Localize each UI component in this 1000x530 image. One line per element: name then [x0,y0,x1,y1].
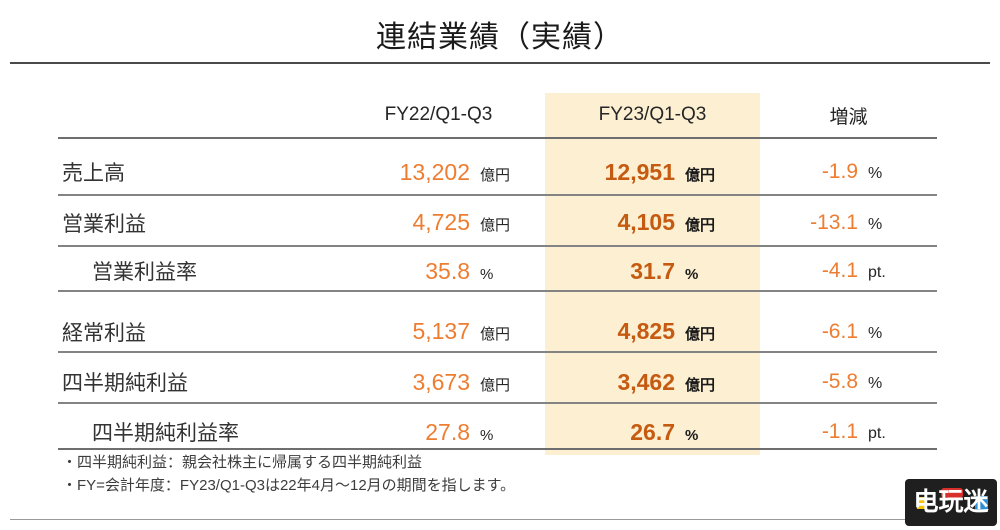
change-value: -1.9 [821,160,858,183]
change-unit: % [868,165,883,182]
fy22-cell: 27.8 % [360,419,545,446]
change-unit: pt. [868,264,886,281]
fy23-value: 4,825 [617,318,675,344]
fy23-cell: 12,951 億円 [545,159,760,186]
fy23-highlight-column [545,93,760,455]
fy22-cell: 3,673 億円 [360,369,545,396]
change-cell: -1.1 pt. [760,420,937,444]
row-label: 営業利益 [62,212,146,236]
table-body: 売上高 13,202 億円 12,951 億円 -1.9 % 営業利益 4,72… [58,139,937,450]
fy23-cell: 4,825 億円 [545,318,760,345]
table-row: 四半期純利益 3,673 億円 3,462 億円 -5.8 % [58,353,937,404]
table-row: 営業利益 4,725 億円 4,105 億円 -13.1 % [58,196,937,247]
change-unit: pt. [868,425,886,442]
page-title: 連結業績（実績） [376,21,624,54]
fy22-value: 13,202 [399,158,470,185]
fy23-value: 26.7 [630,418,675,445]
change-unit: % [868,215,883,233]
change-value: -6.1 [821,319,858,343]
fy22-value: 4,725 [412,209,470,235]
fy23-value: 3,462 [617,368,675,395]
change-cell: -6.1 % [760,320,937,344]
watermark-blue-accent [975,496,988,510]
title-divider [10,62,990,64]
watermark-red-accent [941,488,963,498]
fy23-cell: 3,462 億円 [545,369,760,396]
fy22-cell: 5,137 億円 [360,318,545,345]
fy22-unit: % [480,265,494,283]
change-cell: -1.9 % [760,160,937,184]
fy22-value: 27.8 [425,418,470,445]
fy23-unit: 億円 [685,326,716,343]
row-label: 営業利益率 [92,261,197,284]
fy22-unit: 億円 [480,166,511,184]
fy23-cell: 26.7 % [545,419,760,446]
bottom-divider [10,519,990,520]
table-header-row: FY22/Q1-Q3 FY23/Q1-Q3 増減 [58,93,937,139]
header-fy23: FY23/Q1-Q3 [598,104,707,125]
row-label: 経常利益 [62,321,146,345]
fy22-unit: 億円 [480,217,511,234]
fy23-cell: 4,105 億円 [545,209,760,236]
fy22-value: 3,673 [412,368,470,395]
watermark-char: 迷 [963,488,989,516]
change-value: -4.1 [821,259,858,282]
table-row: 経常利益 5,137 億円 4,825 億円 -6.1 % [58,292,937,353]
fy23-cell: 31.7 % [545,258,760,285]
change-unit: % [868,324,883,342]
watermark-char: 玩 [938,488,964,516]
header-change: 増減 [829,106,868,128]
header-fy22: FY22/Q1-Q3 [384,104,493,125]
fy22-unit: 億円 [480,376,511,394]
fy23-unit: % [685,265,699,283]
fy22-cell: 4,725 億円 [360,209,545,236]
table-row: 営業利益率 35.8 % 31.7 % -4.1 pt. [58,247,937,292]
row-label: 売上高 [62,162,125,185]
row-label: 四半期純利益 [62,372,188,395]
table-row: 四半期純利益率 27.8 % 26.7 % -1.1 pt. [58,404,937,450]
fy23-unit: % [685,426,699,444]
change-value: -13.1 [810,210,858,234]
fy22-unit: % [480,426,494,444]
change-unit: % [868,375,883,392]
fy23-value: 4,105 [617,209,675,235]
change-cell: -4.1 pt. [760,259,937,283]
footnote-line: ・四半期純利益：親会社株主に帰属する四半期純利益 [62,454,423,471]
fy23-unit: 億円 [685,217,716,234]
results-table: FY22/Q1-Q3 FY23/Q1-Q3 増減 売上高 13,202 億円 1… [58,93,937,450]
footnotes: ・四半期純利益：親会社株主に帰属する四半期純利益 ・FY=会計年度：FY23/Q… [62,452,515,497]
fy23-unit: 億円 [685,166,716,184]
fy22-cell: 13,202 億円 [360,159,545,186]
footnote-line: ・FY=会計年度：FY23/Q1-Q3は22年4月～12月の期間を指します。 [62,476,516,494]
change-cell: -5.8 % [760,370,937,394]
fy23-value: 12,951 [604,158,675,185]
change-cell: -13.1 % [760,211,937,235]
row-label: 四半期純利益率 [92,422,239,445]
fy22-cell: 35.8 % [360,258,545,285]
fy22-value: 5,137 [412,318,470,344]
change-value: -5.8 [821,370,858,393]
fy23-unit: 億円 [685,376,716,394]
fy23-value: 31.7 [630,257,675,284]
watermark-yellow-accent [917,497,927,509]
change-value: -1.1 [821,420,858,443]
table-row: 売上高 13,202 億円 12,951 億円 -1.9 % [58,139,937,196]
watermark-logo: 电 玩 迷 [905,479,997,526]
fy22-value: 35.8 [425,257,470,284]
fy22-unit: 億円 [480,326,511,343]
watermark-char: 电 [913,488,939,516]
